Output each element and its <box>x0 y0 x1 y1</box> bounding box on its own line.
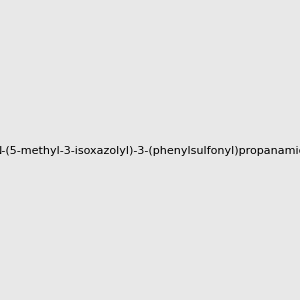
Text: N-(5-methyl-3-isoxazolyl)-3-(phenylsulfonyl)propanamide: N-(5-methyl-3-isoxazolyl)-3-(phenylsulfo… <box>0 146 300 157</box>
